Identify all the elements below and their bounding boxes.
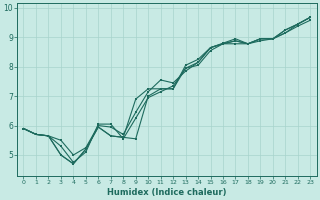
X-axis label: Humidex (Indice chaleur): Humidex (Indice chaleur) [107,188,227,197]
